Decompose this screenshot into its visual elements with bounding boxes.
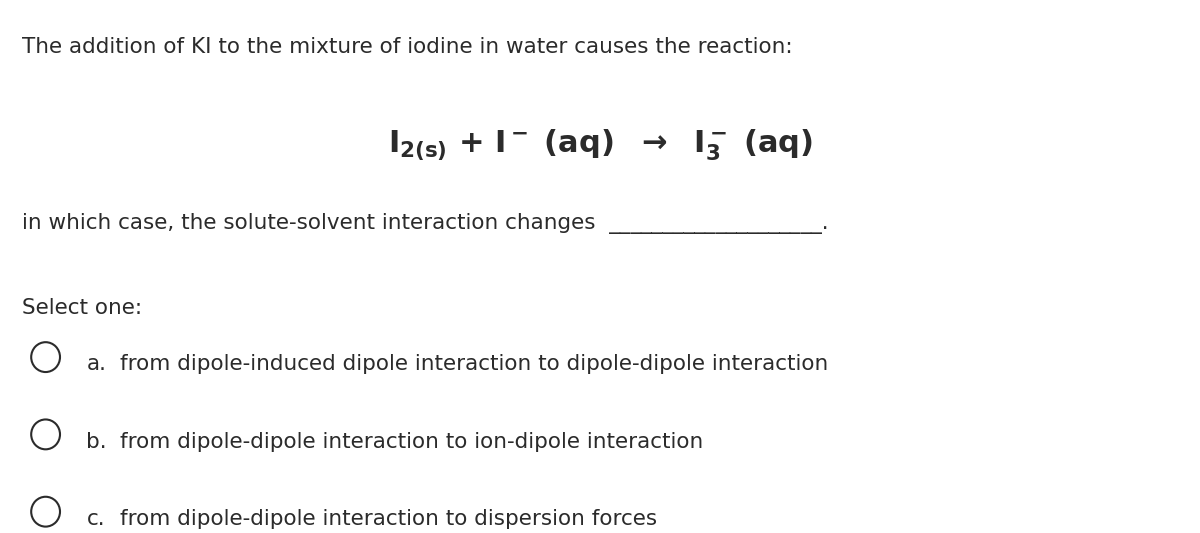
Text: from dipole-induced dipole interaction to dipole-dipole interaction: from dipole-induced dipole interaction t… — [120, 354, 828, 375]
Text: in which case, the solute-solvent interaction changes  ____________________.: in which case, the solute-solvent intera… — [22, 213, 828, 234]
Text: c.: c. — [86, 509, 106, 529]
Text: a.: a. — [86, 354, 107, 375]
Text: from dipole-dipole interaction to dispersion forces: from dipole-dipole interaction to disper… — [120, 509, 658, 529]
Text: from dipole-dipole interaction to ion-dipole interaction: from dipole-dipole interaction to ion-di… — [120, 432, 703, 452]
Text: Select one:: Select one: — [22, 298, 142, 319]
Text: The addition of KI to the mixture of iodine in water causes the reaction:: The addition of KI to the mixture of iod… — [22, 37, 792, 58]
Text: $\mathbf{I_{2(s)}}$ $\mathbf{+}$ $\mathbf{I^-}$ $\mathbf{(aq)}$  $\mathbf{\right: $\mathbf{I_{2(s)}}$ $\mathbf{+}$ $\mathb… — [388, 128, 812, 164]
Text: b.: b. — [86, 432, 107, 452]
